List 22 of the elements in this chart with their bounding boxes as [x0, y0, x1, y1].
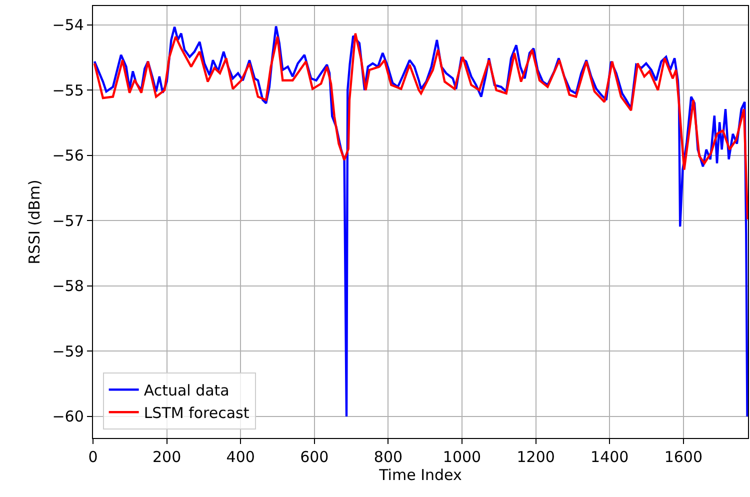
x-tick-label: 1600: [664, 448, 703, 466]
y-tick-label: −54: [52, 16, 84, 34]
x-tick-label: 1200: [516, 448, 555, 466]
y-tick-label: −58: [52, 277, 84, 296]
x-tick-label: 600: [300, 448, 329, 466]
x-tick-label: 800: [374, 448, 403, 466]
line-series: [93, 32, 748, 220]
y-axis-title: RSSI (dBm): [25, 180, 44, 264]
y-tick-label: −59: [52, 342, 84, 360]
x-tick-label: 400: [226, 448, 255, 466]
y-tick-label: −55: [52, 81, 84, 100]
y-tick-label: −56: [52, 146, 84, 165]
x-tick-label: 200: [152, 448, 182, 466]
x-tick-label: 1000: [442, 448, 482, 466]
x-axis-title: Time Index: [378, 466, 462, 484]
line-series: [93, 25, 748, 418]
y-tick-label: −57: [52, 212, 84, 230]
legend-label: Actual data: [144, 381, 230, 400]
legend-label: LSTM forecast: [144, 404, 250, 422]
x-tick-label: 1400: [590, 448, 629, 466]
y-tick-label: −60: [52, 408, 84, 426]
x-tick-label: 0: [88, 448, 98, 466]
